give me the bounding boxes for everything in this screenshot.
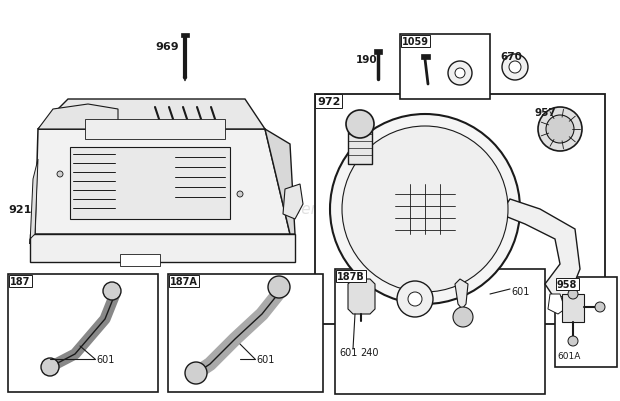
Circle shape (568, 289, 578, 299)
Text: 601: 601 (511, 286, 529, 296)
Text: 921: 921 (8, 205, 32, 215)
Bar (168, 274, 323, 392)
Polygon shape (183, 78, 187, 82)
Polygon shape (30, 235, 295, 262)
Text: 601: 601 (256, 354, 275, 364)
Text: eReplacementParts.com: eReplacementParts.com (216, 202, 404, 217)
Bar (85, 120, 225, 140)
Text: 601: 601 (339, 347, 357, 357)
Circle shape (237, 192, 243, 198)
Polygon shape (38, 105, 118, 130)
Bar (400, 35, 490, 100)
Circle shape (185, 362, 207, 384)
Circle shape (41, 358, 59, 376)
Bar (120, 254, 160, 266)
Bar (315, 95, 605, 324)
Circle shape (546, 116, 574, 144)
Circle shape (453, 307, 473, 327)
Text: 187B: 187B (337, 271, 365, 281)
Bar (70, 148, 230, 219)
Text: 958: 958 (557, 279, 577, 289)
Circle shape (595, 302, 605, 312)
Bar (421, 55, 430, 60)
Text: 601: 601 (96, 354, 114, 364)
Polygon shape (265, 130, 295, 235)
Circle shape (57, 172, 63, 178)
Circle shape (397, 281, 433, 317)
Text: 972: 972 (317, 97, 340, 107)
Bar (8, 274, 158, 392)
Polygon shape (348, 279, 375, 314)
Circle shape (455, 69, 465, 79)
Text: 187: 187 (10, 276, 30, 286)
Polygon shape (500, 200, 580, 299)
Text: 969: 969 (155, 42, 179, 52)
Bar (555, 277, 617, 367)
Bar (562, 294, 584, 322)
Circle shape (509, 62, 521, 74)
Polygon shape (455, 279, 468, 309)
Polygon shape (283, 184, 303, 219)
Circle shape (103, 282, 121, 300)
Circle shape (568, 336, 578, 346)
Text: 957: 957 (535, 108, 557, 118)
Polygon shape (30, 160, 38, 244)
Text: 187A: 187A (170, 276, 198, 286)
Bar (348, 125, 372, 164)
Polygon shape (38, 100, 265, 130)
Circle shape (408, 292, 422, 306)
Text: 601A: 601A (557, 351, 580, 360)
Text: 1059: 1059 (402, 37, 429, 47)
Polygon shape (548, 294, 565, 314)
Circle shape (346, 111, 374, 139)
Text: 190: 190 (356, 55, 378, 65)
Circle shape (268, 276, 290, 298)
Circle shape (502, 55, 528, 81)
Circle shape (538, 108, 582, 152)
Circle shape (342, 127, 508, 292)
Circle shape (330, 115, 520, 304)
Bar (374, 50, 382, 55)
Text: 670: 670 (500, 52, 522, 62)
Bar (181, 34, 189, 38)
Polygon shape (35, 130, 290, 235)
Text: 240: 240 (360, 347, 378, 357)
Bar (335, 269, 545, 394)
Circle shape (448, 62, 472, 86)
